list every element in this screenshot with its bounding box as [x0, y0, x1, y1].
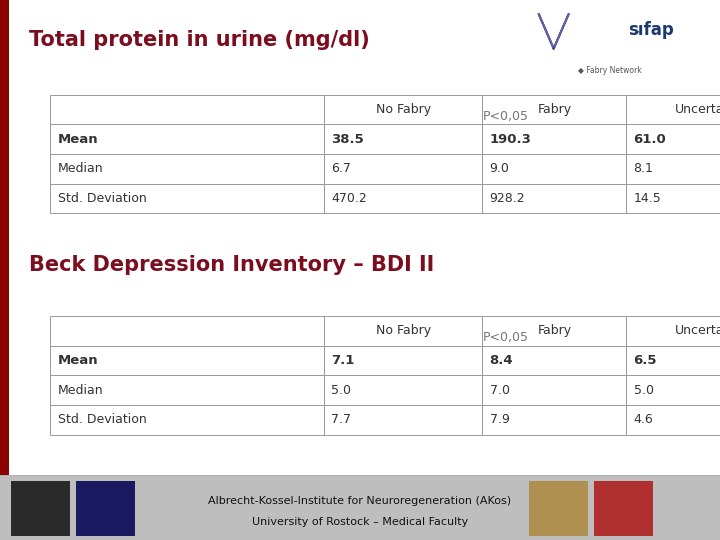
Text: Std. Deviation: Std. Deviation [58, 413, 146, 427]
Text: Fabry: Fabry [537, 103, 572, 116]
Text: Mean: Mean [58, 354, 98, 367]
Text: 8.4: 8.4 [490, 354, 513, 367]
Bar [626, 94, 720, 124]
Bar [482, 316, 626, 346]
Bar [324, 346, 482, 375]
Bar [482, 154, 626, 184]
Text: 7.7: 7.7 [331, 413, 351, 427]
Bar [482, 346, 626, 375]
Bar [324, 94, 482, 124]
Bar [626, 346, 720, 375]
Bar [482, 375, 626, 405]
Text: 9.0: 9.0 [490, 162, 510, 176]
Text: 7.1: 7.1 [331, 354, 354, 367]
Text: 7.0: 7.0 [490, 383, 510, 397]
Bar [324, 316, 482, 346]
Text: Uncertain: Uncertain [675, 324, 720, 338]
Bar [50, 124, 324, 154]
Text: 7.9: 7.9 [490, 413, 510, 427]
Text: Total protein in urine (mg/dl): Total protein in urine (mg/dl) [29, 30, 369, 51]
Bar [324, 154, 482, 184]
Bar [50, 405, 324, 435]
Bar [0, 0, 9, 540]
Bar [626, 154, 720, 184]
Text: ™: ™ [629, 30, 642, 38]
Text: 4.6: 4.6 [634, 413, 653, 427]
Bar [50, 154, 324, 184]
Bar [324, 124, 482, 154]
Text: No Fabry: No Fabry [376, 324, 431, 338]
Text: 928.2: 928.2 [490, 192, 525, 205]
Text: Std. Deviation: Std. Deviation [58, 192, 146, 205]
Text: 14.5: 14.5 [634, 192, 662, 205]
Bar [324, 375, 482, 405]
Bar [626, 316, 720, 346]
Text: Beck Depression Inventory – BDI II: Beck Depression Inventory – BDI II [29, 254, 434, 275]
Bar [626, 184, 720, 213]
Text: University of Rostock – Medical Faculty: University of Rostock – Medical Faculty [252, 517, 468, 527]
Bar [482, 405, 626, 435]
Text: P<0,05: P<0,05 [482, 331, 528, 344]
Text: No Fabry: No Fabry [376, 103, 431, 116]
Bar [324, 184, 482, 213]
Text: 190.3: 190.3 [490, 132, 531, 146]
Text: Uncertain: Uncertain [675, 103, 720, 116]
Bar [482, 94, 626, 124]
Text: 38.5: 38.5 [331, 132, 364, 146]
Bar [626, 375, 720, 405]
Text: P<0,05: P<0,05 [482, 110, 528, 123]
Text: sıfap: sıfap [629, 21, 675, 38]
Bar [324, 405, 482, 435]
Text: 61.0: 61.0 [634, 132, 666, 146]
Text: Mean: Mean [58, 132, 98, 146]
Text: Albrecht-Kossel-Institute for Neuroregeneration (AKos): Albrecht-Kossel-Institute for Neuroregen… [208, 496, 512, 506]
Text: Median: Median [58, 162, 103, 176]
Bar [50, 184, 324, 213]
Bar [482, 184, 626, 213]
Bar [0, 475, 720, 540]
Bar [626, 405, 720, 435]
Text: 6.5: 6.5 [634, 354, 657, 367]
Text: Median: Median [58, 383, 103, 397]
Text: 5.0: 5.0 [634, 383, 654, 397]
Bar [626, 124, 720, 154]
Text: 470.2: 470.2 [331, 192, 367, 205]
Text: Fabry: Fabry [537, 324, 572, 338]
Bar [76, 481, 135, 536]
Text: 6.7: 6.7 [331, 162, 351, 176]
Bar [529, 481, 588, 536]
Text: ◆ Fabry Network: ◆ Fabry Network [578, 66, 642, 75]
Text: 8.1: 8.1 [634, 162, 654, 176]
Bar [50, 346, 324, 375]
Bar [50, 375, 324, 405]
Bar [50, 94, 324, 124]
Bar [50, 316, 324, 346]
Bar [594, 481, 653, 536]
Bar [11, 481, 70, 536]
Bar [482, 124, 626, 154]
Text: 5.0: 5.0 [331, 383, 351, 397]
